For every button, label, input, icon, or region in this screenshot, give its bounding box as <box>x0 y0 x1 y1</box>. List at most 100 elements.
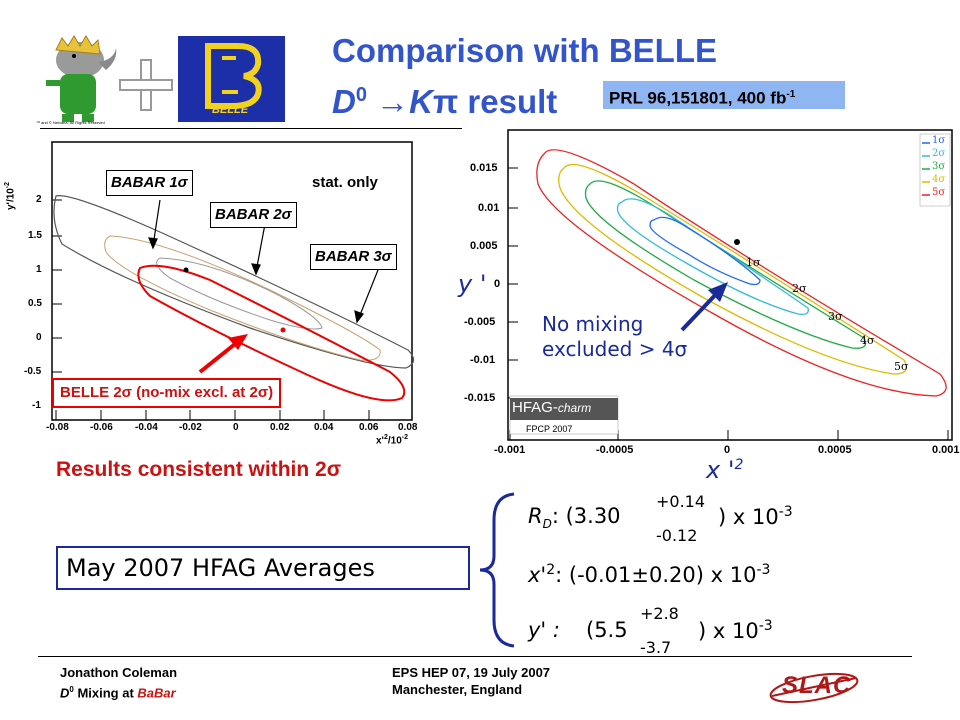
footer-location: Manchester, England <box>392 682 523 697</box>
slide-title-line2: D0 →Kπ result <box>332 76 557 121</box>
left-x-title-exp: -2 <box>401 434 408 441</box>
hfag-subtitle: FPCP 2007 <box>526 424 573 434</box>
contour-label-1: 1σ <box>746 256 761 269</box>
footer-center: EPS HEP 07, 19 July 2007 Manchester, Eng… <box>392 664 550 698</box>
slide-title-line1: Comparison with BELLE <box>332 32 718 69</box>
left-y-tick-6: -1 <box>32 400 41 411</box>
reference-text: PRL 96,151801, 400 fb <box>609 88 787 108</box>
title-arrow: → <box>376 83 410 120</box>
right-y-tick-6: -0.015 <box>464 392 496 404</box>
left-y-tick-5: -0.5 <box>24 366 42 377</box>
left-x-tick-8: 0.08 <box>398 422 418 433</box>
left-y-title-exp: -2 <box>4 181 11 189</box>
right-x-axis-sup: 2 <box>734 457 744 473</box>
no-mixing-line2: excluded > 4σ <box>542 337 688 361</box>
left-x-tick-0: -0.08 <box>46 422 69 433</box>
reference-sup: -1 <box>786 89 796 100</box>
belle-2sigma-label: BELLE 2σ (no-mix excl. at 2σ) <box>52 378 282 408</box>
right-y-tick-1: 0.01 <box>478 202 500 214</box>
y-minus: -3.7 <box>640 638 672 657</box>
rd-label: R <box>528 504 543 528</box>
y-plus: +2.8 <box>640 604 679 623</box>
left-y-tick-0: 2 <box>36 194 42 205</box>
y-tail: ) x 10-3 <box>698 618 773 643</box>
contour-label-5: 5σ <box>894 360 909 373</box>
consistency-note: Results consistent within 2σ <box>56 458 342 481</box>
belle-logo-text: BELLE <box>212 104 249 116</box>
babar-1sigma-label: BABAR 1σ <box>106 170 193 196</box>
y-label: y' : <box>528 618 560 642</box>
right-x-axis-label: x '2 <box>706 456 743 484</box>
footer-babar: BaBar <box>137 685 176 701</box>
babar-3sigma-text: BABAR 3σ <box>315 248 392 265</box>
babar-3sigma-label: BABAR 3σ <box>310 244 397 270</box>
rd-tail: ) x 10-3 <box>718 504 793 529</box>
right-y-tick-3: 0 <box>494 278 501 290</box>
no-mixing-line1: No mixing <box>542 312 644 336</box>
left-x-tick-7: 0.06 <box>359 422 379 433</box>
left-x-tick-1: -0.06 <box>90 422 113 433</box>
footer-divider <box>38 656 912 657</box>
title-k: K <box>409 83 433 120</box>
footer-left: Jonathon Coleman D0 Mixing at BaBar <box>60 664 177 701</box>
babar-2sigma-label: BABAR 2σ <box>210 202 297 228</box>
x2-label: x' <box>528 563 547 587</box>
legend-2sigma: 2σ <box>932 148 946 159</box>
averages-box-text: May 2007 HFAG Averages <box>66 554 375 582</box>
legend-4sigma: 4σ <box>932 174 946 185</box>
x2-equation: x'2: (-0.01±0.20) x 10-3 <box>528 562 770 587</box>
left-x-tick-6: 0.04 <box>314 422 334 433</box>
left-y-tick-4: 0 <box>36 332 42 343</box>
rd-minus: -0.12 <box>656 526 698 545</box>
y-exp: -3 <box>758 618 773 634</box>
left-x-tick-5: 0.02 <box>270 422 290 433</box>
left-y-title-text: y'/10 <box>5 188 17 210</box>
footer-author: Jonathon Coleman <box>60 665 178 680</box>
right-y-tick-2: 0.005 <box>470 240 498 252</box>
footer-conference: EPS HEP 07, 19 July 2007 <box>392 665 551 680</box>
left-x-tick-2: -0.04 <box>135 422 158 433</box>
footer-rest: Mixing at <box>73 685 138 701</box>
slac-logo-text: SLAC <box>782 672 852 699</box>
left-x-tick-4: 0 <box>233 422 239 433</box>
left-x-tick-3: -0.02 <box>179 422 202 433</box>
right-x-axis-text: x ' <box>706 456 735 484</box>
reference-badge: PRL 96,151801, 400 fb-1 <box>603 81 845 109</box>
y-value: (5.5 <box>586 618 628 642</box>
title-divider <box>40 128 462 129</box>
babar-2sigma-text: BABAR 2σ <box>215 206 292 223</box>
footer-d: D <box>60 685 70 701</box>
babar-logo-caption: ™ and © Nelvana, All Rights Reserved <box>36 120 105 125</box>
hfag-logo-italic: charm <box>557 401 592 415</box>
plus-sign <box>118 58 174 112</box>
legend-3sigma: 3σ <box>932 161 946 172</box>
right-y-tick-5: -0.01 <box>470 354 496 366</box>
x2-exp: -3 <box>756 562 771 578</box>
left-x-title-sup: 2 <box>383 434 388 441</box>
right-y-axis-label: y ' <box>458 270 487 298</box>
right-plot <box>454 124 960 464</box>
right-x-tick-1: -0.0005 <box>596 444 634 456</box>
title-pi: π <box>432 83 459 120</box>
rd-sub: D <box>542 517 552 532</box>
contour-label-3: 3σ <box>828 310 843 323</box>
footer-d-sup: 0 <box>69 685 74 694</box>
left-y-tick-3: 0.5 <box>28 298 42 309</box>
title-result: result <box>467 83 558 120</box>
averages-brace <box>478 490 518 650</box>
right-legend: 1σ 2σ 3σ 4σ 5σ <box>932 134 945 199</box>
babar-1sigma-text: BABAR 1σ <box>111 174 188 191</box>
right-x-tick-3: 0.0005 <box>818 444 852 456</box>
left-x-title-text: x' <box>376 435 384 447</box>
left-y-tick-1: 1.5 <box>28 230 42 241</box>
right-x-tick-0: -0.001 <box>494 444 526 456</box>
left-x-title: x'2/10-2 <box>376 434 408 446</box>
rd-plus: +0.14 <box>656 492 706 511</box>
y-equation: y' : <box>528 618 560 642</box>
stat-only-label: stat. only <box>312 174 378 191</box>
hfag-logo: HFAG-charm <box>512 399 591 416</box>
footer-subtitle: D0 Mixing at BaBar <box>60 681 177 701</box>
right-y-tick-4: -0.005 <box>464 316 496 328</box>
left-y-title: y'/10-2 <box>4 182 16 210</box>
belle-logo: BELLE <box>178 36 285 122</box>
